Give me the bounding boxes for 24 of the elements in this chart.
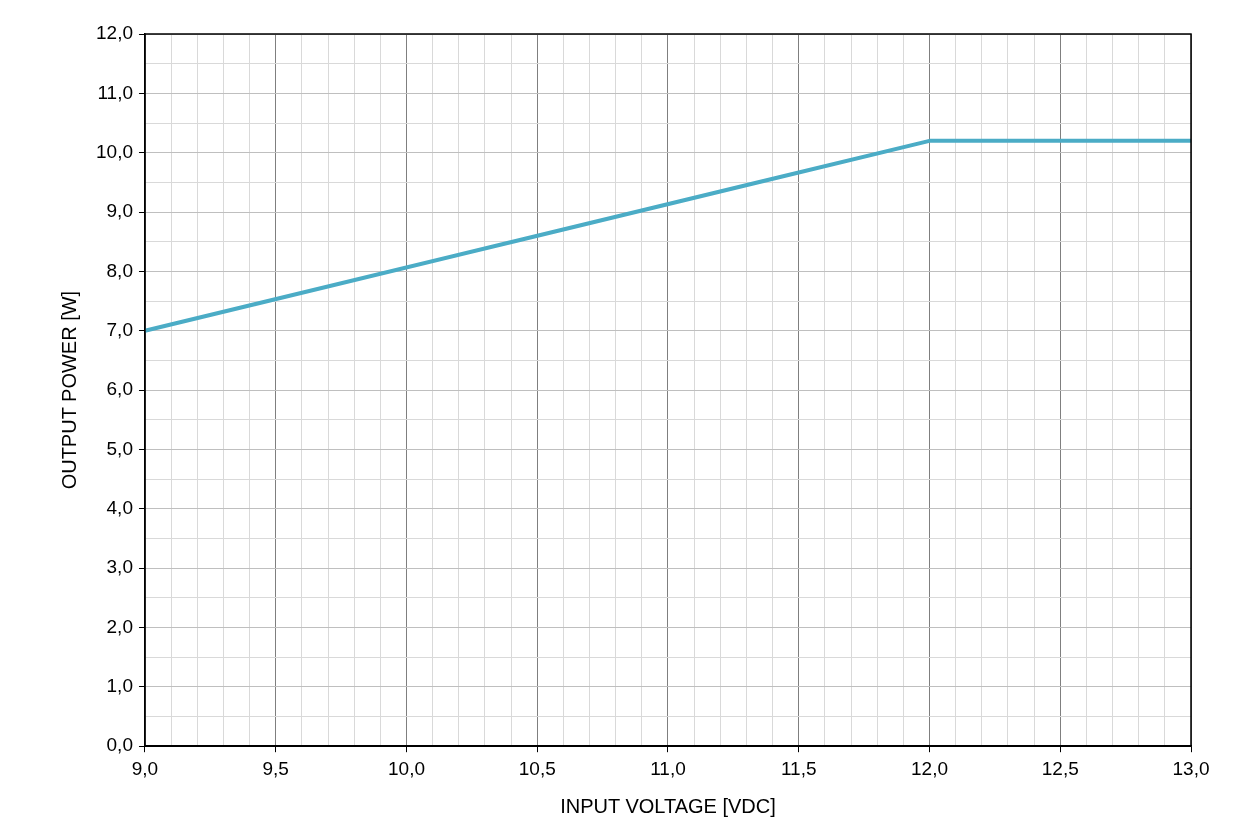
x-tick-label: 11,0 [650, 757, 686, 779]
x-tick-label: 12,5 [1041, 757, 1079, 779]
y-tick-label: 7,0 [106, 318, 133, 340]
x-tick-label: 9,0 [131, 757, 159, 779]
y-axis-title: OUTPUT POWER [W] [57, 290, 80, 490]
y-tick-label: 1,0 [106, 675, 133, 697]
x-axis-title: INPUT VOLTAGE [VDC] [560, 794, 776, 817]
x-tick-label: 10,5 [518, 757, 556, 779]
y-tick-label: 4,0 [106, 497, 133, 519]
y-tick-label: 0,0 [106, 734, 133, 756]
x-tick-label: 11,5 [780, 757, 817, 779]
y-tick-label: 2,0 [106, 615, 133, 637]
y-tick-label: 11,0 [97, 81, 133, 103]
y-tick-label: 9,0 [106, 200, 133, 222]
x-tick-label: 12,0 [911, 757, 948, 779]
x-tick-label: 9,5 [262, 757, 289, 779]
x-tick-label: 10,0 [387, 757, 425, 779]
x-tick-label: 13,0 [1172, 757, 1210, 779]
y-tick-label: 8,0 [106, 259, 133, 281]
y-tick-label: 10,0 [96, 140, 133, 162]
y-tick-label: 6,0 [106, 378, 133, 400]
y-tick-label: 5,0 [106, 437, 133, 459]
y-tick-label: 12,0 [96, 22, 133, 44]
y-tick-label: 3,0 [106, 556, 133, 578]
